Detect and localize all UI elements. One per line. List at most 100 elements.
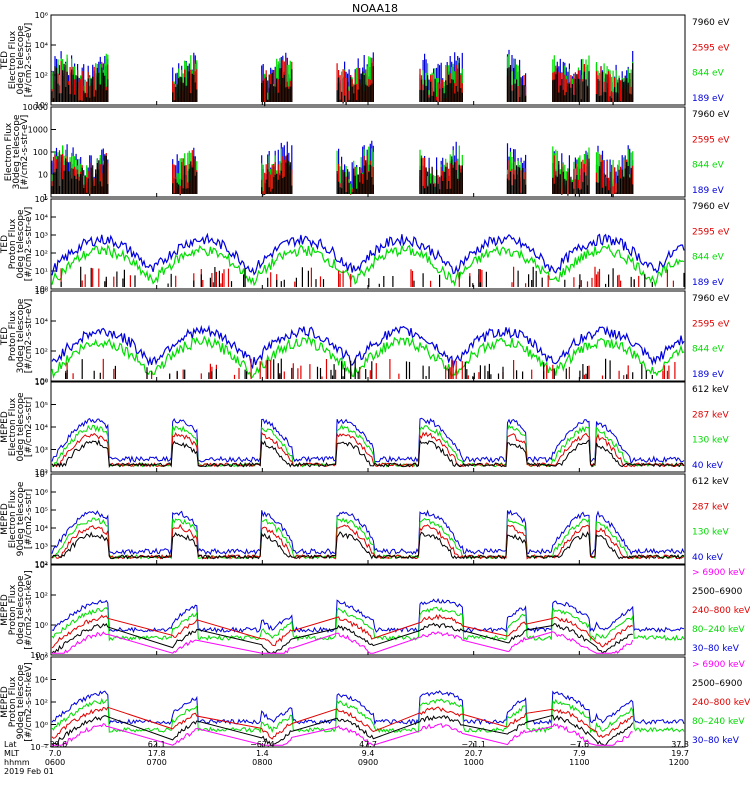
x-tick-mlt: 20.7 [465, 749, 483, 758]
y-tick-label: 10⁶ [35, 378, 48, 387]
series-trace-black [51, 714, 634, 746]
y-tick-label: 10² [35, 71, 48, 80]
series-trace-red [51, 706, 633, 740]
series-trace-red [51, 57, 634, 102]
x-tick-lat: −21.1 [461, 740, 486, 749]
series-trace-black [65, 358, 653, 379]
y-tick-label: 10⁴ [35, 524, 48, 533]
x-row-label-lat: Lat [4, 740, 17, 749]
panel-frame [50, 106, 686, 198]
y-tick-label: 10000 [23, 103, 48, 112]
x-tick-lat: 47.7 [359, 740, 377, 749]
x-tick-mlt: 7.9 [573, 749, 586, 758]
legend-entry: 612 keV [692, 385, 729, 395]
x-tick-mlt: 7.0 [49, 749, 62, 758]
y-tick-label: 10⁴ [35, 561, 48, 570]
y-tick-label: 10⁴ [35, 423, 48, 432]
x-tick-lat: −39.6 [43, 740, 68, 749]
y-tick-label: 10⁶ [35, 488, 48, 497]
series-trace-green [51, 53, 634, 102]
y-tick-label: 10⁰ [35, 285, 48, 294]
series-trace-magenta [52, 631, 634, 654]
y-tick-label: 10² [35, 249, 48, 258]
y-axis-label-line: 90deg telescope [16, 664, 26, 739]
series-trace-blue [51, 324, 685, 370]
x-tick-lat: 62.1 [148, 740, 166, 749]
legend-entry: 2595 eV [692, 43, 730, 53]
y-tick-label: 10² [35, 347, 48, 356]
y-axis-label-line: Proton Flux [8, 584, 18, 635]
x-tick-hhmm: 0600 [45, 758, 65, 767]
series-trace-blue [51, 417, 685, 466]
y-tick-label: 10⁷ [35, 470, 48, 479]
x-tick-mlt: 19.7 [671, 749, 689, 758]
legend-entry: 40 keV [692, 461, 724, 471]
y-axis-label-line: 0deg telescope [16, 25, 26, 95]
series-trace-red [51, 150, 634, 195]
x-tick-mlt: 9.4 [362, 749, 375, 758]
x-date-label: 2019 Feb 01 [4, 767, 54, 776]
y-axis-label-line: TED [0, 235, 10, 254]
y-tick-label: 1 [43, 193, 48, 202]
y-axis-label-line: [#/cm2-s-str-eV] [24, 299, 34, 374]
x-tick-lat: −7.6 [570, 740, 589, 749]
panel-frame [50, 290, 686, 382]
y-axis-label-line: MEPED [0, 594, 10, 626]
y-tick-label: 10⁻² [30, 651, 48, 660]
x-tick-hhmm: 1200 [669, 758, 689, 767]
legend-entry: > 6900 keV [692, 568, 746, 578]
y-tick-label: 10² [35, 468, 48, 477]
series-trace-blue [51, 49, 634, 102]
y-axis-label-line: MEPED [0, 686, 10, 718]
x-tick-hhmm: 0800 [252, 758, 272, 767]
series-trace-red [51, 613, 633, 649]
x-tick-mlt: 1.4 [256, 749, 269, 758]
y-tick-label: 10³ [35, 542, 48, 551]
series-trace-blue [51, 232, 685, 276]
y-axis-label-line: Electron Flux [8, 30, 18, 89]
y-axis-label-line: 30deg telescope [16, 298, 26, 373]
y-tick-label: 10⁰ [35, 377, 48, 386]
series-trace-green [51, 516, 685, 560]
series-trace-green [51, 145, 634, 194]
series-trace-red [51, 431, 685, 468]
y-axis-label-line: MEPED [0, 503, 10, 535]
legend-entry: 7960 eV [692, 202, 730, 212]
series-trace-red [60, 266, 674, 287]
legend-entry: 30–80 keV [692, 736, 740, 746]
y-axis-label-line: Electron Flux [4, 122, 14, 181]
x-row-label-hhmm: hhmm [4, 758, 30, 767]
y-tick-label: 10⁶ [35, 653, 48, 662]
y-axis-label-line: [#/cm2-s-str-eV] [24, 23, 34, 98]
legend-entry: 2500–6900 [692, 679, 743, 689]
y-tick-label: 100 [33, 148, 48, 157]
x-tick-hhmm: 1000 [463, 758, 483, 767]
x-tick-hhmm: 1100 [569, 758, 589, 767]
panel-frame [50, 656, 686, 748]
legend-entry: 844 eV [692, 253, 725, 263]
y-tick-label: 10⁵ [35, 195, 48, 204]
x-tick-lat: −67.4 [250, 740, 275, 749]
x-tick-hhmm: 0900 [358, 758, 378, 767]
legend-entry: 130 keV [692, 436, 729, 446]
series-trace-green [51, 335, 685, 379]
legend-entry: 189 eV [692, 278, 725, 288]
legend-entry: 189 eV [692, 94, 725, 104]
legend-entry: 30–80 keV [692, 644, 740, 654]
y-axis-label-line: TED [0, 327, 10, 346]
legend-entry: 2595 eV [692, 227, 730, 237]
y-axis-label-line: MEPED [0, 411, 10, 443]
y-tick-label: 10 [38, 171, 48, 180]
